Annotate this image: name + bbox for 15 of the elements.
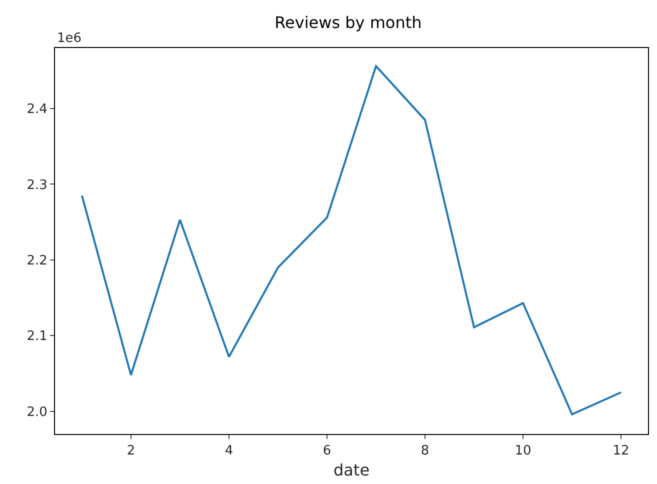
y-tick-label: 2.4 bbox=[26, 102, 48, 118]
chart-title: Reviews by month bbox=[274, 13, 422, 32]
x-tick-label: 12 bbox=[612, 444, 630, 459]
x-tick-label: 2 bbox=[126, 444, 136, 459]
y-tick-label: 2.2 bbox=[26, 253, 48, 268]
y-tick-label: 2.3 bbox=[26, 178, 48, 193]
x-tick-label: 8 bbox=[420, 444, 430, 459]
text: 1e6 bbox=[57, 31, 82, 46]
y-tick-label: 2.0 bbox=[26, 404, 48, 420]
x-tick-label: 10 bbox=[514, 444, 532, 459]
x-axis-title: date bbox=[333, 460, 370, 480]
y-tick-label: 2.1 bbox=[26, 329, 48, 344]
line-series bbox=[80, 65, 622, 416]
x-tick-label: 6 bbox=[322, 444, 332, 459]
x-tick-label: 4 bbox=[224, 444, 234, 459]
